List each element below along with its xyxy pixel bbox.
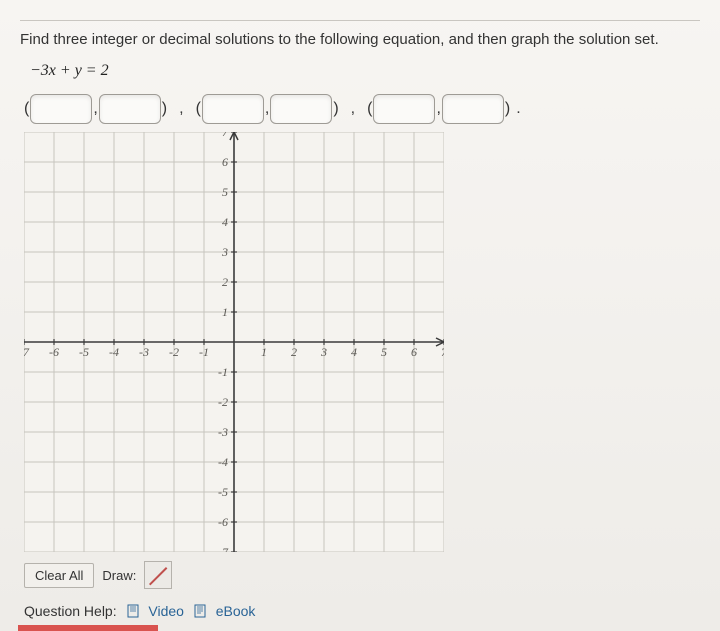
video-link[interactable]: Video	[148, 603, 184, 619]
question-help-row: Question Help: Video eBook	[24, 603, 700, 621]
pair1-x-input[interactable]	[30, 94, 92, 124]
pair-separator: ,	[179, 100, 183, 118]
svg-text:6: 6	[411, 345, 417, 359]
svg-text:-4: -4	[218, 455, 228, 469]
comma: ,	[93, 100, 97, 118]
paren-close: )	[505, 100, 510, 118]
svg-text:3: 3	[221, 245, 228, 259]
svg-text:-1: -1	[218, 365, 228, 379]
svg-text:6: 6	[222, 155, 228, 169]
svg-text:-7: -7	[218, 545, 229, 552]
coordinate-grid[interactable]: -7-6-5-4-3-2-11234567-7-6-5-4-3-2-112345…	[24, 132, 444, 552]
svg-text:2: 2	[222, 275, 228, 289]
paren-open: (	[367, 100, 372, 118]
svg-text:4: 4	[222, 215, 228, 229]
paren-open: (	[24, 100, 29, 118]
svg-text:-1: -1	[199, 345, 209, 359]
paren-open: (	[196, 100, 201, 118]
svg-text:7: 7	[222, 132, 229, 139]
trailing-period: .	[516, 100, 520, 118]
svg-text:2: 2	[291, 345, 297, 359]
svg-text:-5: -5	[218, 485, 228, 499]
ebook-link[interactable]: eBook	[216, 603, 256, 619]
svg-text:-2: -2	[218, 395, 228, 409]
solution-inputs-row: ( , ) , ( , ) , ( , ) .	[24, 94, 700, 124]
svg-text:1: 1	[222, 305, 228, 319]
progress-bar	[18, 625, 158, 631]
svg-text:-6: -6	[218, 515, 228, 529]
svg-text:4: 4	[351, 345, 357, 359]
draw-label: Draw:	[102, 568, 136, 583]
paren-close: )	[162, 100, 167, 118]
equation-text: −3x + y = 2	[30, 62, 700, 80]
svg-text:-5: -5	[79, 345, 89, 359]
ordered-pair-2: ( , )	[196, 94, 339, 124]
comma: ,	[436, 100, 440, 118]
ordered-pair-1: ( , )	[24, 94, 167, 124]
svg-text:1: 1	[261, 345, 267, 359]
pair2-x-input[interactable]	[202, 94, 264, 124]
paren-close: )	[333, 100, 338, 118]
ebook-icon	[194, 604, 206, 621]
svg-text:-3: -3	[139, 345, 149, 359]
svg-text:3: 3	[320, 345, 327, 359]
graph-toolbar: Clear All Draw:	[24, 561, 700, 589]
pair2-y-input[interactable]	[270, 94, 332, 124]
pair-separator: ,	[351, 100, 355, 118]
graph-area[interactable]: -7-6-5-4-3-2-11234567-7-6-5-4-3-2-112345…	[24, 132, 700, 557]
line-tool-button[interactable]	[144, 561, 172, 589]
pair1-y-input[interactable]	[99, 94, 161, 124]
clear-all-button[interactable]: Clear All	[24, 563, 94, 588]
svg-text:-2: -2	[169, 345, 179, 359]
svg-text:-6: -6	[49, 345, 59, 359]
comma: ,	[265, 100, 269, 118]
question-prompt: Find three integer or decimal solutions …	[20, 31, 700, 48]
help-label: Question Help:	[24, 603, 117, 619]
pair3-x-input[interactable]	[373, 94, 435, 124]
svg-text:5: 5	[381, 345, 387, 359]
video-icon	[127, 604, 139, 621]
svg-text:-3: -3	[218, 425, 228, 439]
svg-text:-4: -4	[109, 345, 119, 359]
svg-text:5: 5	[222, 185, 228, 199]
svg-text:7: 7	[441, 345, 444, 359]
ordered-pair-3: ( , )	[367, 94, 510, 124]
pair3-y-input[interactable]	[442, 94, 504, 124]
